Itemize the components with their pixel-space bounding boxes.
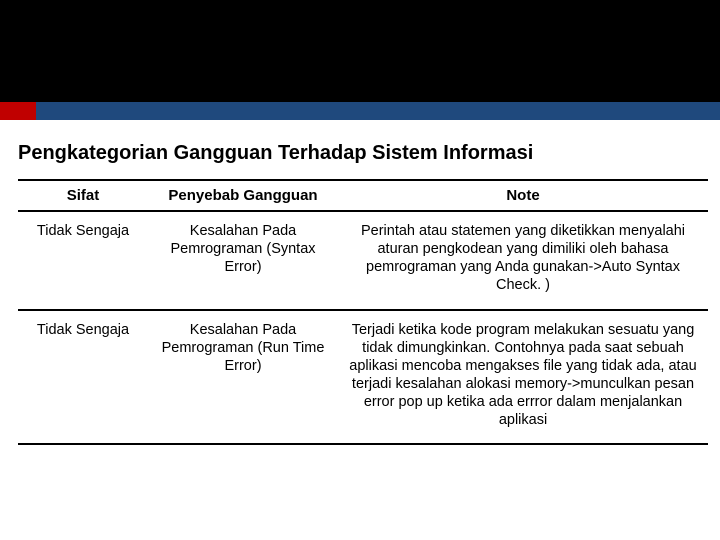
category-table: Sifat Penyebab Gangguan Note Tidak Senga…	[18, 179, 708, 445]
col-header-sifat: Sifat	[18, 180, 148, 211]
accent-right	[36, 102, 720, 120]
cell-note: Terjadi ketika kode program melakukan se…	[338, 310, 708, 445]
page-title: Pengkategorian Gangguan Terhadap Sistem …	[18, 142, 702, 165]
col-header-penyebab: Penyebab Gangguan	[148, 180, 338, 211]
table-row: Tidak Sengaja Kesalahan Pada Pemrograman…	[18, 211, 708, 310]
accent-bar	[0, 102, 720, 120]
slide: Pengkategorian Gangguan Terhadap Sistem …	[0, 0, 720, 540]
table-header-row: Sifat Penyebab Gangguan Note	[18, 180, 708, 211]
col-header-note: Note	[338, 180, 708, 211]
cell-sifat: Tidak Sengaja	[18, 211, 148, 310]
cell-penyebab: Kesalahan Pada Pemrograman (Run Time Err…	[148, 310, 338, 445]
top-band	[0, 0, 720, 102]
cell-note: Perintah atau statemen yang diketikkan m…	[338, 211, 708, 310]
cell-penyebab: Kesalahan Pada Pemrograman (Syntax Error…	[148, 211, 338, 310]
content: Pengkategorian Gangguan Terhadap Sistem …	[0, 120, 720, 445]
cell-sifat: Tidak Sengaja	[18, 310, 148, 445]
accent-left	[0, 102, 36, 120]
table-row: Tidak Sengaja Kesalahan Pada Pemrograman…	[18, 310, 708, 445]
